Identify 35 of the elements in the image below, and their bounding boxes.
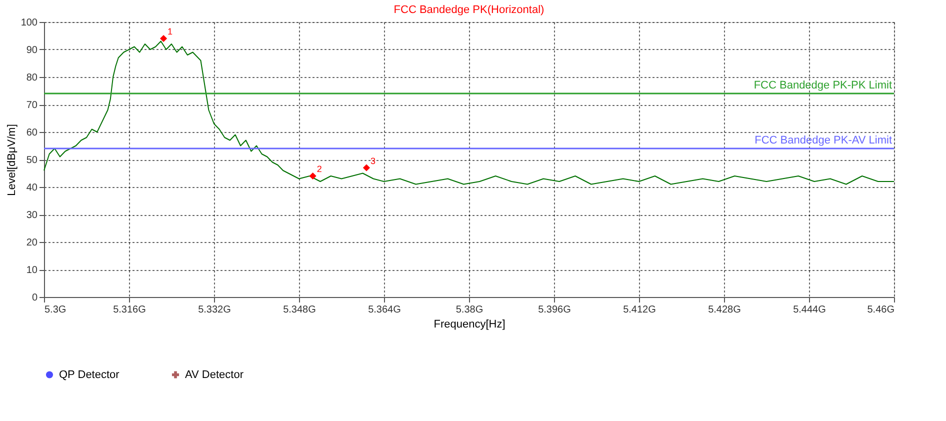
x-tick-label: 5.332G xyxy=(198,304,232,316)
y-tick-label: 10 xyxy=(26,265,38,276)
point xyxy=(309,172,316,180)
x-tick-label: 5.3G xyxy=(44,304,66,316)
y-tick-label: 70 xyxy=(26,100,38,111)
x-tick-label: 5.412G xyxy=(623,304,656,316)
y-tick-label: 80 xyxy=(26,72,38,84)
y-tick-label: 50 xyxy=(26,155,38,166)
y-tick-label: 90 xyxy=(26,45,38,56)
annotation: 1 xyxy=(168,26,173,36)
y-tick-label: 60 xyxy=(26,128,38,138)
x-axis-title: Frequency[Hz] xyxy=(434,318,506,330)
y-axis-title: Level[dBμV/m] xyxy=(6,124,18,196)
y-tick-label: 40 xyxy=(26,182,38,194)
x-tick-label: 5.364G xyxy=(368,304,402,316)
y-tick-label: 20 xyxy=(26,238,38,248)
annotation: 2 xyxy=(316,164,322,174)
x-tick-label: 5.444G xyxy=(793,304,826,316)
x-tick-label: 5.46G xyxy=(867,304,895,316)
y-tick-label: 0 xyxy=(32,292,38,304)
ref-line-label: FCC Bandedge PK-PK Limit xyxy=(754,80,892,92)
x-tick-label: 5.428G xyxy=(708,304,742,316)
point xyxy=(362,164,370,172)
chart-title: FCC Bandedge PK(Horizontal) xyxy=(394,4,544,16)
annotation: 3 xyxy=(370,156,376,166)
legend-label: QP Detector xyxy=(59,368,120,381)
x-tick-label: 5.396G xyxy=(538,304,572,316)
y-tick-label: 100 xyxy=(20,18,38,28)
x-tick-label: 5.38G xyxy=(456,304,484,316)
x-tick-label: 5.316G xyxy=(113,304,146,316)
y-tick-label: 30 xyxy=(26,210,38,221)
point xyxy=(160,34,168,42)
ref-line-label: FCC Bandedge PK-AV Limit xyxy=(754,134,892,146)
x-tick-label: 5.348G xyxy=(283,304,316,316)
legend-label: AV Detector xyxy=(185,368,244,381)
